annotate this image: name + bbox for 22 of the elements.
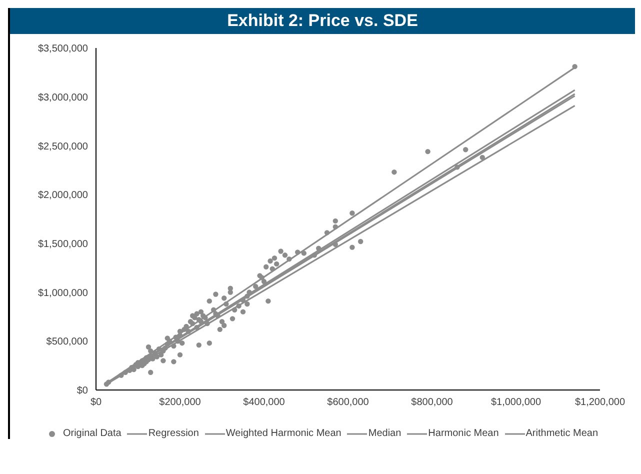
y-tick-label: $3,500,000 bbox=[38, 44, 88, 55]
legend-label: Original Data bbox=[62, 428, 122, 439]
y-tick-label: $3,000,000 bbox=[38, 92, 88, 104]
legend-label: Regression bbox=[147, 428, 199, 439]
y-tick-label: $1,000,000 bbox=[38, 288, 88, 299]
y-tick-label: $1,500,000 bbox=[38, 238, 88, 250]
y-tick-label: $0 bbox=[76, 386, 88, 397]
x-tick-label: $1,200,000 bbox=[574, 397, 626, 408]
x-tick-label: $0 bbox=[90, 397, 102, 408]
legend-label: Weighted Harmonic Mean bbox=[224, 428, 342, 439]
x-tick-label: $1,000,000 bbox=[490, 397, 542, 408]
legend-label: Median bbox=[367, 428, 402, 439]
legend-label: Harmonic Mean bbox=[427, 428, 499, 439]
x-tick-label: $400,000 bbox=[243, 397, 286, 408]
x-tick-label: $600,000 bbox=[327, 397, 370, 408]
y-tick-label: $500,000 bbox=[46, 336, 88, 348]
y-tick-label: $2,500,000 bbox=[38, 141, 88, 152]
legend-label: Arithmetic Mean bbox=[524, 428, 598, 439]
x-tick-label: $200,000 bbox=[159, 397, 202, 408]
chart-title: Exhibit 2: Price vs. SDE bbox=[10, 8, 635, 34]
x-tick-label: $800,000 bbox=[411, 397, 454, 408]
y-tick-label: $2,000,000 bbox=[38, 190, 88, 202]
